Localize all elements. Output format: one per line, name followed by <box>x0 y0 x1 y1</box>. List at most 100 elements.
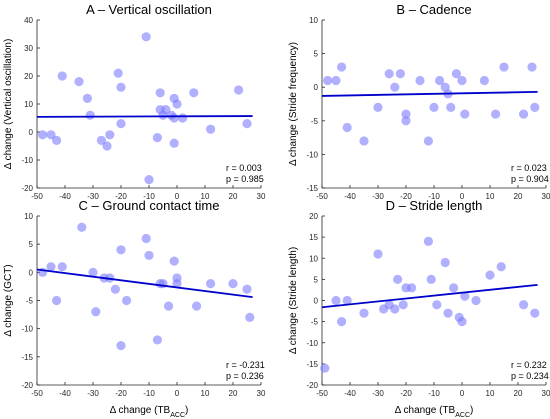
data-point <box>242 284 252 294</box>
x-tick-label: -50 <box>31 389 43 398</box>
x-tick-label: 20 <box>514 192 523 201</box>
data-point <box>331 295 341 306</box>
data-point <box>116 82 126 92</box>
data-point <box>423 236 433 246</box>
data-point <box>443 308 453 318</box>
panel-title: D – Stride length <box>386 198 483 213</box>
y-axis-label: Δ change (Vertical oscillation) <box>3 39 14 170</box>
x-tick-label: 10 <box>486 389 495 398</box>
data-point <box>496 262 506 272</box>
data-point <box>337 62 347 72</box>
x-tick-label: 0 <box>460 389 465 398</box>
x-tick-label: 0 <box>175 389 180 398</box>
x-tick-label: -40 <box>344 389 356 398</box>
x-tick-label: -20 <box>400 192 412 201</box>
y-tick-label: -15 <box>21 353 33 362</box>
y-tick-label: 10 <box>309 254 318 263</box>
data-point <box>415 75 425 86</box>
y-tick-label: -10 <box>21 156 33 165</box>
data-point <box>457 317 467 327</box>
y-tick-label: -15 <box>306 360 318 369</box>
y-tick-label: 5 <box>314 50 319 59</box>
x-tick-label: 30 <box>542 389 550 398</box>
data-point <box>88 267 98 277</box>
panel-d: -50 -40 -30 -20 -10 0 10 20 30-20-15-10-50510152… <box>288 198 550 419</box>
data-point <box>116 119 126 129</box>
x-tick-label: -20 <box>115 192 127 201</box>
regression-line <box>36 115 253 118</box>
data-point <box>91 307 101 317</box>
data-point <box>337 317 347 327</box>
panel-title: B – Cadence <box>396 2 471 17</box>
y-tick-label: 20 <box>24 72 33 81</box>
data-point <box>77 222 87 232</box>
x-tick-label: 30 <box>257 389 266 398</box>
regression-line <box>321 283 538 309</box>
data-point <box>401 109 411 119</box>
x-tick-label: 10 <box>201 389 210 398</box>
data-point <box>144 175 154 185</box>
y-tick-label: -5 <box>311 318 319 327</box>
x-tick-label: -30 <box>87 192 99 201</box>
data-point <box>530 308 540 318</box>
data-point <box>122 295 132 306</box>
data-point <box>96 135 106 145</box>
stat-r: r = 0.023 <box>511 163 547 173</box>
x-axis-label: Δ change (TBACC) <box>110 405 189 419</box>
y-tick-label: -15 <box>306 184 318 193</box>
data-point <box>169 256 179 266</box>
data-point <box>479 75 489 86</box>
x-tick-label: -40 <box>344 192 356 201</box>
data-point <box>172 279 182 289</box>
x-tick-label: -50 <box>316 192 328 201</box>
data-point <box>423 136 433 146</box>
x-tick-label: -30 <box>372 389 384 398</box>
data-point <box>206 124 216 134</box>
data-point <box>320 363 330 373</box>
data-point <box>152 335 162 345</box>
data-point <box>172 99 182 109</box>
data-point <box>527 62 537 72</box>
data-point <box>228 279 238 289</box>
y-tick-label: -20 <box>21 381 33 390</box>
data-point <box>110 284 120 294</box>
stat-p: p = 0.234 <box>511 371 549 381</box>
data-point <box>105 130 115 140</box>
data-point <box>342 295 352 306</box>
x-tick-label: -10 <box>428 192 440 201</box>
data-point <box>457 75 467 86</box>
x-tick-label: -20 <box>400 389 412 398</box>
x-tick-label: -50 <box>31 192 43 201</box>
data-point <box>116 340 126 351</box>
data-point <box>113 68 123 78</box>
x-tick-label: -30 <box>372 192 384 201</box>
data-point <box>401 116 411 126</box>
data-point <box>373 102 383 112</box>
x-tick-label: 20 <box>229 192 238 201</box>
data-point <box>52 135 62 145</box>
panel-a: -50 -40 -30 -20 -10 0 10 20 30 -20 -10 0 10 20 30 40 A –… <box>3 2 266 201</box>
y-tick-label: 30 <box>24 44 33 53</box>
x-axis-label: Δ change (TBACC) <box>395 405 474 419</box>
data-point <box>331 75 341 86</box>
y-tick-label: 40 <box>24 16 33 25</box>
y-tick-label: 10 <box>24 212 33 221</box>
data-point <box>169 113 179 123</box>
data-point <box>234 85 244 95</box>
data-point <box>192 301 202 311</box>
data-point <box>519 300 529 310</box>
y-tick-label: -10 <box>21 325 33 334</box>
data-point <box>446 102 456 112</box>
data-point <box>440 257 450 268</box>
data-point <box>144 250 154 261</box>
data-point <box>460 291 470 301</box>
data-point <box>530 102 540 112</box>
data-point <box>398 300 408 310</box>
data-point <box>116 245 126 255</box>
x-tick-label: -10 <box>143 192 155 201</box>
data-point <box>426 274 436 284</box>
stat-p: p = 0.236 <box>226 371 264 381</box>
